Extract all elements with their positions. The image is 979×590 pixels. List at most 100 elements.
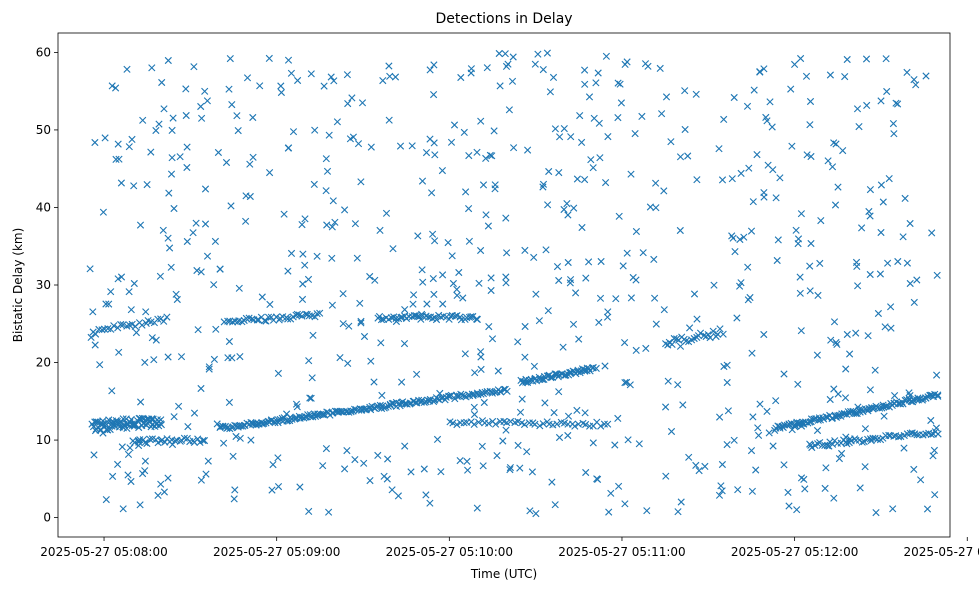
- data-point: [409, 300, 417, 308]
- data-point: [541, 399, 549, 407]
- data-point: [470, 420, 478, 428]
- data-point: [866, 270, 874, 279]
- data-point: [322, 155, 330, 163]
- data-point: [150, 356, 158, 364]
- data-point: [305, 357, 313, 365]
- data-point: [762, 113, 770, 121]
- data-point: [714, 330, 722, 338]
- data-point: [201, 87, 209, 95]
- data-point: [414, 232, 422, 240]
- data-point: [660, 187, 668, 195]
- data-point: [806, 262, 814, 270]
- data-point: [766, 98, 774, 106]
- data-point: [780, 370, 788, 378]
- data-point: [258, 293, 266, 301]
- data-point: [934, 391, 942, 399]
- data-point: [879, 198, 887, 206]
- data-point: [231, 486, 239, 494]
- data-point: [400, 340, 409, 348]
- data-point: [589, 164, 597, 172]
- data-point: [115, 348, 123, 356]
- data-point: [299, 250, 307, 258]
- data-point: [289, 128, 298, 136]
- data-point: [152, 336, 160, 344]
- data-point: [755, 431, 763, 439]
- data-point: [539, 180, 548, 188]
- data-point: [448, 252, 456, 260]
- data-point: [375, 312, 384, 321]
- data-point: [376, 226, 384, 234]
- data-point: [465, 152, 473, 160]
- data-point: [510, 144, 518, 152]
- data-point: [676, 226, 684, 235]
- data-point: [431, 237, 439, 245]
- data-point: [502, 426, 510, 434]
- data-point: [192, 219, 200, 227]
- data-point: [152, 126, 160, 135]
- data-point: [115, 155, 123, 163]
- data-point: [264, 313, 273, 321]
- data-point: [749, 198, 757, 206]
- data-point: [642, 344, 650, 352]
- data-point: [532, 290, 540, 298]
- data-point: [197, 102, 205, 111]
- data-point: [371, 276, 379, 284]
- data-point: [423, 300, 431, 308]
- data-point: [769, 442, 777, 450]
- data-point: [114, 140, 122, 148]
- data-point: [309, 331, 317, 339]
- data-point: [841, 394, 850, 402]
- data-point: [846, 435, 854, 443]
- data-point: [132, 329, 140, 337]
- data-point: [871, 366, 879, 374]
- data-point: [569, 320, 578, 328]
- data-point: [667, 138, 675, 146]
- data-point: [564, 211, 572, 219]
- plot-area: [86, 49, 942, 518]
- data-point: [119, 505, 127, 513]
- data-point: [358, 99, 367, 107]
- data-point: [243, 74, 252, 82]
- data-point: [344, 100, 352, 108]
- data-point: [316, 309, 324, 317]
- data-point: [550, 409, 558, 417]
- data-point: [906, 279, 914, 288]
- data-point: [854, 403, 862, 411]
- data-point: [235, 284, 243, 292]
- data-point: [341, 465, 349, 473]
- data-point: [488, 335, 497, 343]
- data-point: [585, 258, 593, 266]
- data-point: [676, 153, 685, 161]
- data-point: [933, 271, 941, 279]
- data-point: [899, 233, 907, 241]
- data-point: [822, 464, 830, 472]
- data-point: [596, 154, 604, 162]
- data-point: [922, 72, 930, 80]
- data-point: [562, 371, 570, 379]
- data-point: [719, 330, 727, 338]
- data-point: [389, 245, 397, 253]
- data-point: [437, 468, 445, 476]
- data-point: [92, 418, 100, 426]
- data-point: [760, 330, 768, 339]
- data-point: [274, 454, 282, 462]
- data-point: [826, 71, 834, 79]
- data-point: [734, 486, 742, 494]
- data-point: [505, 106, 513, 114]
- data-point: [716, 413, 724, 421]
- data-point: [310, 180, 318, 188]
- data-point: [463, 457, 471, 465]
- data-point: [180, 434, 188, 442]
- data-point: [343, 71, 351, 79]
- data-point: [325, 508, 333, 516]
- data-point: [771, 426, 779, 434]
- data-point: [823, 442, 831, 450]
- data-point: [301, 261, 309, 269]
- data-point: [351, 220, 359, 228]
- data-point: [117, 320, 125, 329]
- data-point: [490, 127, 498, 135]
- data-point: [127, 306, 135, 314]
- data-point: [684, 152, 692, 160]
- data-point: [168, 440, 177, 449]
